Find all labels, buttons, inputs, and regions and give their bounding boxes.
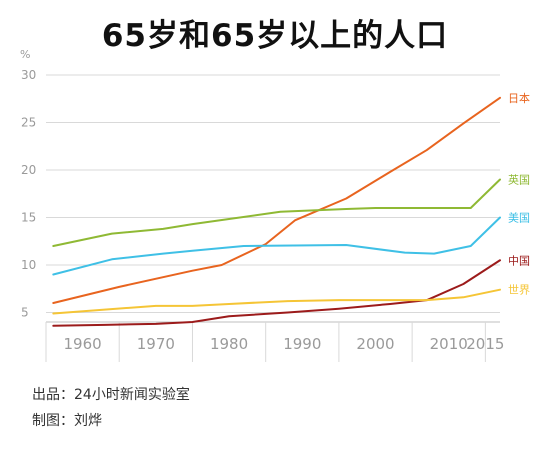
source-credit: 出品：24小时新闻实验室 xyxy=(32,387,190,403)
series-lines xyxy=(52,96,501,327)
series-line xyxy=(52,259,501,327)
series-line xyxy=(52,96,501,304)
x-tick-label: 1980 xyxy=(210,335,248,353)
series-line xyxy=(52,216,501,276)
series-end-label: 世界 xyxy=(508,284,530,297)
author-credit: 制图：刘烨 xyxy=(32,413,102,429)
y-unit-label: % xyxy=(20,48,30,61)
y-tick-label: 10 xyxy=(21,258,36,272)
series-end-label: 美国 xyxy=(508,212,530,225)
y-tick-label: 5 xyxy=(21,306,29,320)
series-line xyxy=(52,288,501,315)
x-tick-label: 1990 xyxy=(283,335,321,353)
page-title: 65岁和65岁以上的人口 xyxy=(101,18,449,54)
x-tick-label: 1960 xyxy=(64,335,102,353)
y-tick-label: 15 xyxy=(21,211,36,225)
x-tick-label: 1970 xyxy=(137,335,175,353)
grid xyxy=(46,74,500,313)
x-tick-label: 2010 xyxy=(430,335,468,353)
series-end-label: 英国 xyxy=(508,173,530,187)
series-end-label: 中国 xyxy=(508,254,530,267)
series-end-label: 日本 xyxy=(508,91,530,105)
y-tick-label: 30 xyxy=(21,68,36,82)
series-line xyxy=(52,178,501,247)
x-tick-label: 2000 xyxy=(356,335,394,353)
y-tick-label: 25 xyxy=(21,116,36,130)
y-tick-label: 20 xyxy=(21,163,36,177)
x-tick-label: 2015 xyxy=(466,335,504,353)
